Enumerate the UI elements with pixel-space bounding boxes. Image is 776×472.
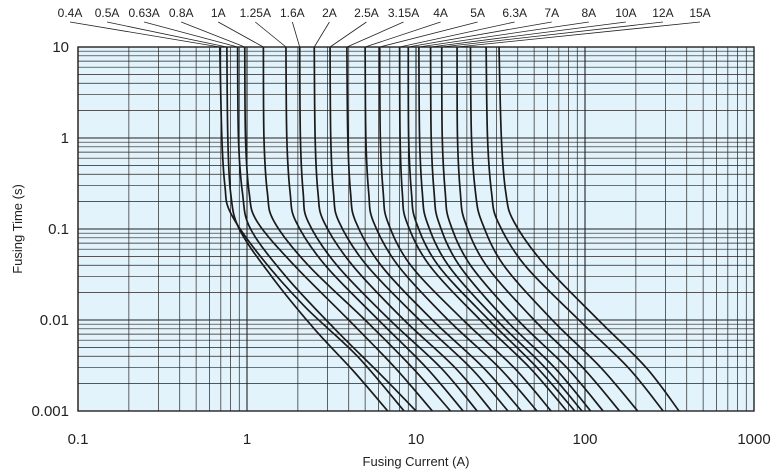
fuse-curve-18 bbox=[456, 46, 621, 412]
fuse-curve-10 bbox=[346, 46, 522, 412]
rating-leader-line bbox=[346, 21, 404, 48]
y-tick-label: 0.1 bbox=[48, 221, 69, 238]
rating-label: 0.5A bbox=[95, 6, 120, 20]
x-tick-label: 1000 bbox=[737, 431, 770, 448]
rating-leader-line bbox=[313, 21, 330, 48]
y-tick-label: 0.001 bbox=[31, 403, 69, 420]
rating-label: 15A bbox=[689, 6, 710, 20]
rating-leader-line bbox=[441, 21, 663, 48]
x-axis-title: Fusing Current (A) bbox=[363, 454, 470, 469]
rating-leader-lines bbox=[69, 21, 701, 48]
fuse-curve-20 bbox=[485, 46, 664, 412]
rating-label: 5A bbox=[470, 6, 485, 20]
y-tick-labels: 0.001 0.01 0.1 1 10 bbox=[31, 39, 69, 420]
fuse-curve-14 bbox=[407, 46, 576, 412]
rating-leader-line bbox=[218, 21, 264, 48]
rating-labels: 0.4A 0.5A 0.63A 0.8A 1A 1.25A 1.6A 2A 2.5A 3.15A 4… bbox=[58, 6, 711, 20]
fuse-curve-9 bbox=[329, 46, 509, 412]
rating-label: 6.3A bbox=[502, 6, 527, 20]
rating-label: 0.4A bbox=[58, 6, 83, 20]
rating-label: 1A bbox=[211, 6, 226, 20]
rating-label: 0.8A bbox=[169, 6, 194, 20]
fuse-curve-12 bbox=[378, 46, 552, 412]
fuse-curve-19 bbox=[469, 46, 639, 412]
rating-label: 10A bbox=[615, 6, 636, 20]
fuse-curve-6 bbox=[285, 46, 464, 412]
rating-leader-line bbox=[365, 21, 441, 48]
rating-leader-line bbox=[106, 21, 227, 48]
x-tick-label: 0.1 bbox=[68, 431, 89, 448]
rating-label: 0.63A bbox=[128, 6, 159, 20]
rating-leader-line bbox=[291, 21, 301, 48]
fuse-curve-2 bbox=[226, 46, 389, 412]
rating-label: 1.6A bbox=[280, 6, 305, 20]
x-tick-label: 1 bbox=[243, 431, 251, 448]
fuse-curve-8 bbox=[313, 46, 493, 412]
fuse-curve-5 bbox=[262, 46, 452, 412]
fuse-curve-13 bbox=[398, 46, 568, 412]
fuse-curves bbox=[218, 46, 680, 412]
y-tick-label: 0.01 bbox=[40, 312, 69, 329]
rating-label: 3.15A bbox=[388, 6, 419, 20]
fuse-curve-4 bbox=[243, 46, 434, 412]
rating-label: 8A bbox=[581, 6, 596, 20]
y-axis-title: Fusing Time (s) bbox=[10, 184, 25, 274]
rating-label: 7A bbox=[544, 6, 559, 20]
fuse-curve-7 bbox=[298, 46, 478, 412]
rating-leader-line bbox=[69, 21, 220, 48]
plot-frame bbox=[77, 46, 755, 412]
fuse-curve-16 bbox=[429, 46, 592, 412]
rating-label: 12A bbox=[652, 6, 673, 20]
rating-leader-line bbox=[418, 21, 589, 48]
fuse-curve-3 bbox=[236, 46, 417, 412]
y-tick-label: 1 bbox=[61, 130, 69, 147]
grid-lines bbox=[77, 47, 754, 412]
fuse-curve-11 bbox=[364, 46, 538, 412]
rating-leader-line bbox=[329, 21, 367, 48]
rating-label: 4A bbox=[433, 6, 448, 20]
rating-leader-line bbox=[379, 21, 478, 48]
x-tick-labels: 0.1 1 10 100 1000 bbox=[68, 431, 771, 448]
fuse-curve-17 bbox=[440, 46, 604, 412]
rating-label: 1.25A bbox=[240, 6, 271, 20]
rating-leader-line bbox=[399, 21, 515, 48]
fuse-curve-21 bbox=[498, 46, 680, 412]
x-tick-label: 100 bbox=[572, 431, 597, 448]
rating-label: 2A bbox=[322, 6, 337, 20]
rating-leader-line bbox=[408, 21, 552, 48]
fuse-curve-1 bbox=[218, 46, 405, 412]
fuse-curve-15 bbox=[418, 46, 583, 412]
rating-leader-line bbox=[144, 21, 238, 48]
y-tick-label: 10 bbox=[52, 39, 69, 56]
rating-leader-line bbox=[430, 21, 626, 48]
rating-label: 2.5A bbox=[354, 6, 379, 20]
rating-leader-line bbox=[181, 21, 245, 48]
rating-leader-line bbox=[457, 21, 701, 48]
x-tick-label: 10 bbox=[408, 431, 425, 448]
rating-leader-line bbox=[255, 21, 287, 48]
